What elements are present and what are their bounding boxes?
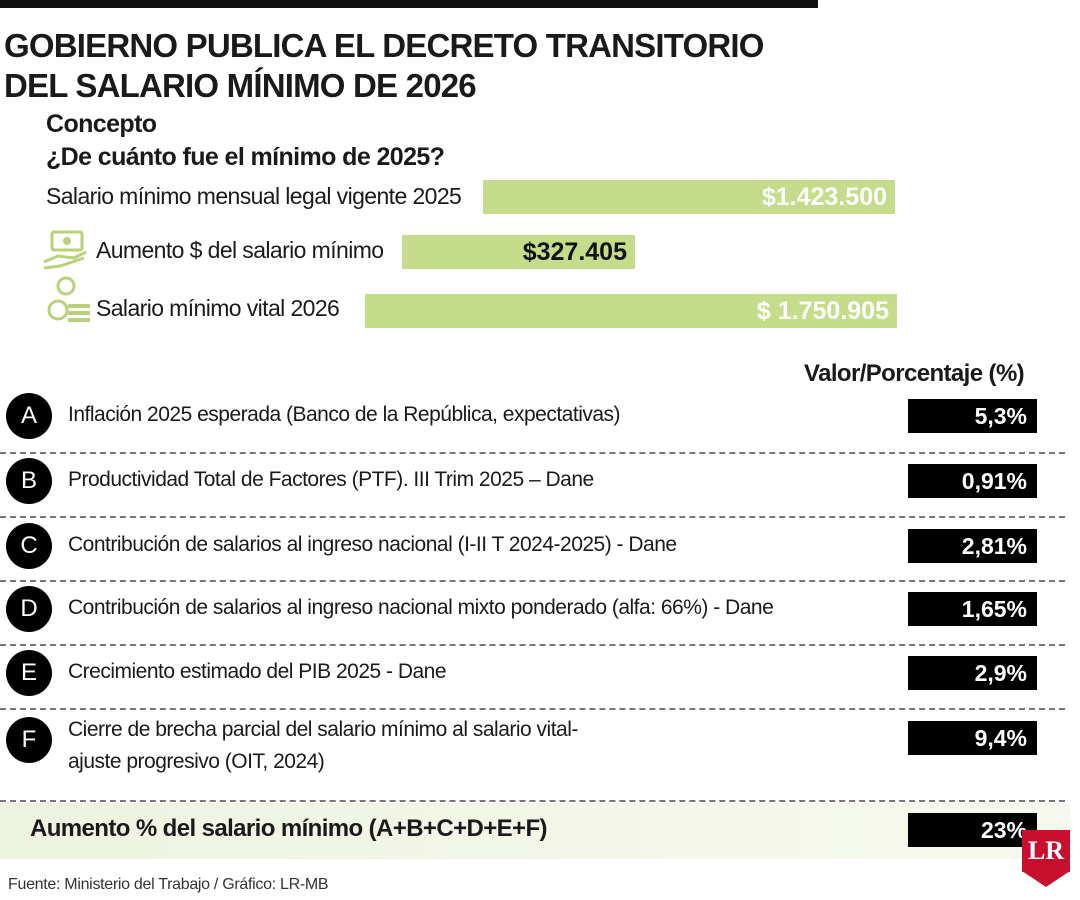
logo-box: LR — [1022, 830, 1070, 872]
row-value: 0,91% — [908, 464, 1037, 498]
concept-label: Salario mínimo mensual legal vigente 202… — [46, 183, 462, 209]
money-icon — [43, 230, 87, 270]
row-value: 9,4% — [908, 721, 1037, 755]
row-value: 5,3% — [908, 399, 1037, 433]
row-value: 2,9% — [908, 656, 1037, 690]
row-separator — [0, 516, 1065, 518]
row-letter: F — [6, 717, 52, 763]
row-separator — [0, 644, 1065, 646]
top-rule — [0, 0, 818, 8]
concept-question: ¿De cuánto fue el mínimo de 2025? — [46, 143, 445, 171]
total-label: Aumento % del salario mínimo (A+B+C+D+E+… — [30, 815, 548, 842]
title-line: DEL SALARIO MÍNIMO DE 2026 — [4, 67, 477, 104]
concept-label: Salario mínimo vital 2026 — [96, 295, 340, 321]
row-letter: B — [6, 458, 52, 504]
concept-bar: $327.405 — [402, 235, 635, 269]
row-label: Inflación 2025 esperada (Banco de la Rep… — [68, 403, 621, 426]
row-separator — [0, 452, 1065, 454]
row-label: Cierre de brecha parcial del salario mín… — [68, 718, 578, 773]
row-label: Contribución de salarios al ingreso naci… — [68, 533, 677, 556]
title-line: GOBIERNO PUBLICA EL DECRETO TRANSITORIO — [4, 27, 764, 64]
total-band — [0, 803, 1070, 859]
concept-heading: Concepto — [46, 110, 157, 138]
row-letter: A — [6, 393, 52, 439]
row-letter: E — [6, 650, 52, 696]
logo-tail — [1022, 871, 1070, 887]
concept-label: Aumento $ del salario mínimo — [96, 237, 384, 263]
row-value: 1,65% — [908, 592, 1037, 626]
logo: LR — [1027, 836, 1065, 865]
row-letter: D — [6, 586, 52, 632]
coins-icon — [47, 276, 90, 322]
column-header: Valor/Porcentaje (%) — [804, 360, 1025, 387]
source: Fuente: Ministerio del Trabajo / Gráfico… — [8, 876, 329, 893]
total-value: 23% — [908, 813, 1037, 847]
row-value: 2,81% — [908, 529, 1037, 563]
row-label: Crecimiento estimado del PIB 2025 - Dane — [68, 660, 447, 683]
row-separator — [0, 800, 1065, 802]
row-label: Contribución de salarios al ingreso naci… — [68, 596, 774, 619]
concept-bar: $ 1.750.905 — [365, 294, 897, 328]
concept-bar: $1.423.500 — [483, 180, 895, 214]
row-label: Productividad Total de Factores (PTF). I… — [68, 468, 594, 491]
row-separator — [0, 708, 1065, 710]
row-letter: C — [6, 523, 52, 569]
row-separator — [0, 580, 1065, 582]
